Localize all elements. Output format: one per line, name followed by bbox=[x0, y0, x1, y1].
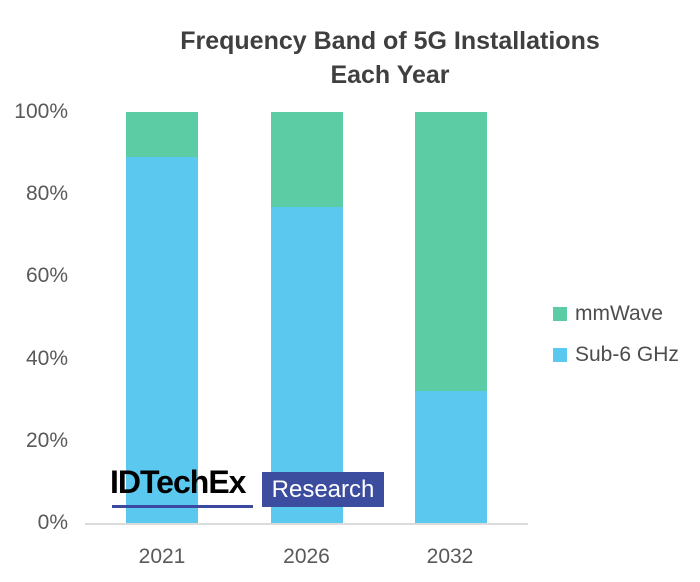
legend-swatch-sub6 bbox=[553, 348, 567, 362]
idtechex-wordmark: IDTechEx bbox=[110, 464, 246, 500]
chart-title-line1: Frequency Band of 5G Installations bbox=[180, 27, 600, 55]
legend-item-sub6: Sub-6 GHz bbox=[553, 343, 679, 366]
bar-2032-segment-mmwave bbox=[415, 112, 487, 392]
y-tick-40pct: 40% bbox=[25, 346, 68, 370]
y-tick-20pct: 20% bbox=[25, 428, 68, 452]
chart-title-line2: Each Year bbox=[330, 61, 450, 89]
bar-2026-segment-sub6 bbox=[270, 206, 343, 523]
x-label-2032: 2032 bbox=[426, 545, 474, 568]
y-tick-80pct: 80% bbox=[25, 182, 68, 206]
legend-label-sub6: Sub-6 GHz bbox=[575, 343, 679, 366]
legend-item-mmwave: mmWave bbox=[553, 302, 663, 325]
research-badge: Research bbox=[262, 472, 384, 507]
x-label-2021: 2021 bbox=[138, 545, 186, 568]
x-label-2026: 2026 bbox=[283, 545, 330, 568]
chart-title: Frequency Band of 5G Installations Each … bbox=[80, 24, 700, 92]
legend-label-mmwave: mmWave bbox=[575, 302, 663, 325]
y-tick-0pct: 0% bbox=[37, 511, 68, 534]
bar-2021 bbox=[126, 112, 198, 523]
bar-2032-segment-sub6 bbox=[415, 391, 487, 523]
bar-2032 bbox=[415, 112, 487, 523]
y-tick-100pct: 100% bbox=[14, 100, 68, 123]
x-axis-line bbox=[85, 523, 528, 525]
bar-2021-segment-mmwave bbox=[126, 112, 198, 158]
bar-2021-segment-sub6 bbox=[126, 157, 198, 523]
y-tick-60pct: 60% bbox=[25, 264, 68, 288]
bar-2026-segment-mmwave bbox=[270, 112, 343, 207]
bar-2026 bbox=[270, 112, 343, 523]
legend-swatch-mmwave bbox=[553, 307, 567, 321]
logo-underline bbox=[112, 505, 253, 508]
